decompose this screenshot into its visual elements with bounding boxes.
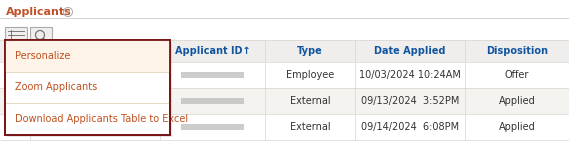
Text: External: External — [290, 122, 331, 132]
Text: Disposition: Disposition — [486, 46, 548, 56]
Text: Applied: Applied — [498, 122, 535, 132]
Bar — [5, 40, 170, 135]
Bar — [5, 40, 170, 135]
Bar — [5, 40, 170, 72]
Text: 09/13/2024  3:52PM: 09/13/2024 3:52PM — [361, 96, 459, 106]
Bar — [0, 40, 569, 62]
Text: External: External — [290, 96, 331, 106]
Text: Offer: Offer — [505, 70, 529, 80]
Text: Applied: Applied — [498, 96, 535, 106]
Bar — [181, 98, 244, 104]
Bar — [46, 98, 144, 104]
Text: Download Applicants Table to Excel: Download Applicants Table to Excel — [15, 114, 188, 124]
Text: Applicants: Applicants — [6, 7, 72, 17]
Bar — [30, 27, 52, 45]
Bar — [5, 27, 27, 45]
Text: Zoom Applicants: Zoom Applicants — [15, 82, 97, 93]
Text: ?: ? — [67, 10, 69, 15]
Bar — [0, 114, 569, 140]
Text: 10/03/2024 10:24AM: 10/03/2024 10:24AM — [359, 70, 461, 80]
Text: Date Applied: Date Applied — [374, 46, 446, 56]
Bar — [0, 88, 569, 114]
Bar — [0, 62, 569, 88]
Bar — [181, 124, 244, 130]
Bar — [11, 123, 19, 131]
Text: 09/14/2024  6:08PM: 09/14/2024 6:08PM — [361, 122, 459, 132]
Bar — [181, 72, 244, 78]
Text: Employee: Employee — [286, 70, 334, 80]
Text: Applicant ID↑: Applicant ID↑ — [175, 46, 250, 56]
Bar — [7, 42, 172, 137]
Text: Type: Type — [297, 46, 323, 56]
Bar — [46, 123, 144, 131]
Text: Personalize: Personalize — [15, 51, 71, 61]
Bar — [46, 71, 144, 79]
